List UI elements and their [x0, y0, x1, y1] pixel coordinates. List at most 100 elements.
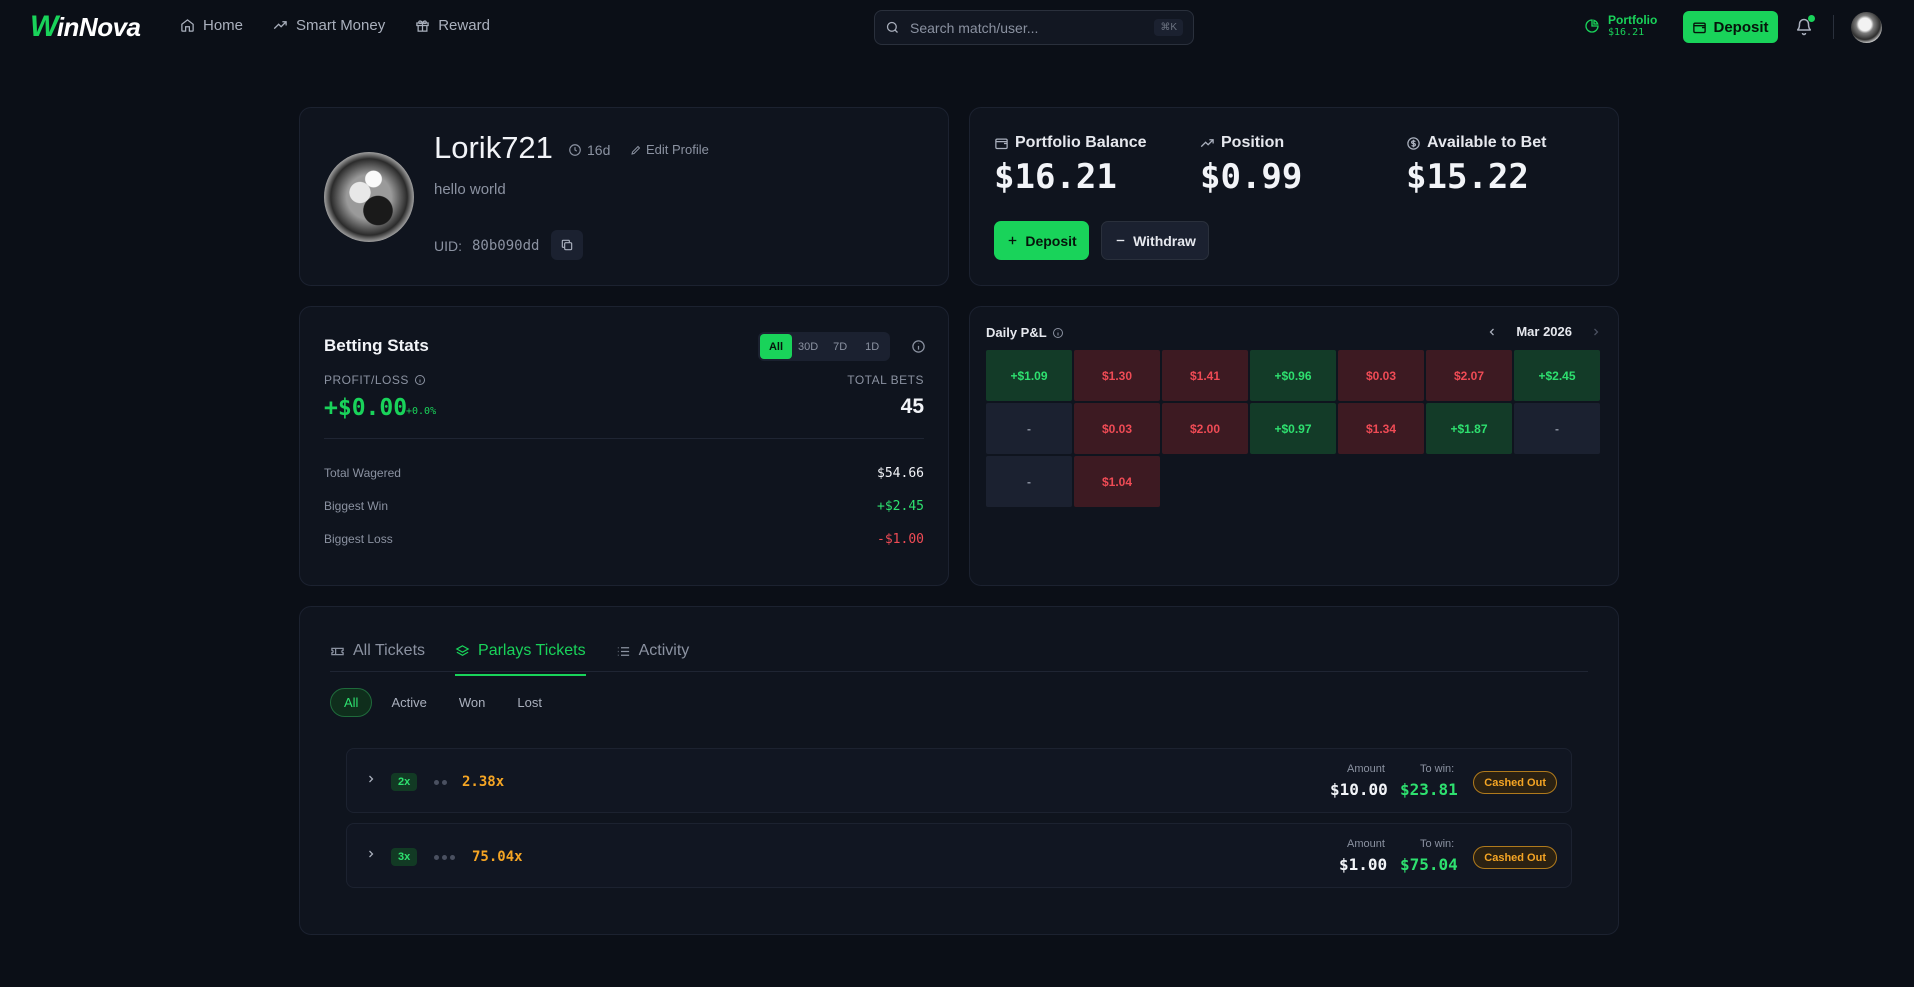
pnl-day-cell[interactable]: +$2.45	[1514, 350, 1600, 401]
pnl-day-cell[interactable]: +$0.97	[1250, 403, 1336, 454]
ticket-row[interactable]: 2x 2.38x Amount $10.00 To win: $23.81 Ca…	[346, 748, 1572, 813]
amount-value: $1.00	[1339, 855, 1388, 874]
wallet-icon	[995, 138, 1008, 149]
stat-value: $54.66	[877, 466, 924, 481]
filter-won[interactable]: Won	[458, 695, 486, 710]
leg-dot	[442, 855, 447, 860]
info-icon[interactable]	[1052, 327, 1064, 339]
nav-home[interactable]: Home	[180, 17, 243, 34]
filter-all[interactable]: All	[330, 688, 373, 717]
pnl-day-cell[interactable]: -	[1514, 403, 1600, 454]
layers-icon	[455, 644, 470, 656]
account-age-value: 16d	[587, 142, 611, 158]
nav-home-label: Home	[203, 17, 244, 34]
nav-smart-money-label: Smart Money	[296, 17, 386, 34]
divider	[324, 438, 924, 439]
bell-icon[interactable]	[1795, 18, 1813, 36]
position-value: $0.99	[1200, 157, 1303, 197]
pnl-day-cell[interactable]: $1.04	[1074, 456, 1160, 507]
nav-deposit-button[interactable]: Deposit	[1683, 11, 1778, 43]
daily-pnl-card: Daily P&L Mar 2026 +$1.09 $1.30 $1.41 +$0.9…	[969, 306, 1619, 586]
nav-links: Home Smart Money Reward	[180, 17, 490, 34]
stat-value: +$2.45	[877, 499, 924, 514]
nav-portfolio-label: Portfolio	[1608, 13, 1658, 27]
month-label: Mar 2026	[1516, 324, 1572, 339]
home-icon	[181, 19, 194, 32]
nav-reward[interactable]: Reward	[415, 17, 490, 34]
portfolio-balance: Portfolio Balance $16.21	[994, 134, 1147, 197]
tabs-divider	[330, 671, 1588, 672]
account-age: 16d	[568, 142, 610, 158]
chevron-right-icon[interactable]	[365, 773, 377, 785]
pnl-day-cell[interactable]: +$1.09	[986, 350, 1072, 401]
info-icon[interactable]	[911, 339, 926, 354]
tab-activity-label: Activity	[638, 642, 690, 659]
pnl-day-cell[interactable]: $2.00	[1162, 403, 1248, 454]
betting-stats-title: Betting Stats	[324, 336, 429, 355]
pnl-day-cell[interactable]: -	[986, 403, 1072, 454]
range-tab-30d[interactable]: 30D	[798, 340, 819, 353]
filter-active[interactable]: Active	[391, 695, 427, 710]
range-tab-7d[interactable]: 7D	[833, 340, 848, 353]
range-tab-1d[interactable]: 1D	[865, 340, 880, 353]
pie-chart-icon	[1585, 18, 1599, 33]
profit-loss-label: PROFIT/LOSS	[324, 373, 409, 387]
daily-pnl-title-wrap: Daily P&L	[986, 325, 1064, 340]
tab-parlays-tickets-label: Parlays Tickets	[478, 642, 586, 659]
available-to-bet: Available to Bet $15.22	[1406, 134, 1546, 197]
tickets-card: All Tickets Parlays Tickets Activity All…	[299, 606, 1619, 935]
chevron-right-icon[interactable]	[365, 848, 377, 860]
pnl-day-cell[interactable]: $1.34	[1338, 403, 1424, 454]
ticket-odds: 2.38x	[462, 774, 505, 790]
portfolio-balance-label: Portfolio Balance	[1015, 134, 1147, 151]
tab-parlays-tickets[interactable]: Parlays Tickets	[455, 632, 586, 676]
deposit-button[interactable]: Deposit	[994, 221, 1089, 260]
chevron-left-icon[interactable]	[1486, 326, 1498, 338]
legs-badge: 2x	[391, 773, 418, 791]
daily-pnl-title: Daily P&L	[986, 325, 1047, 340]
amount-value: $10.00	[1330, 780, 1388, 799]
stat-value: -$1.00	[877, 532, 924, 547]
ticket-row[interactable]: 3x 75.04x Amount $1.00 To win: $75.04 Ca…	[346, 823, 1572, 888]
search-input[interactable]	[910, 19, 1155, 36]
chevron-right-icon[interactable]	[1590, 326, 1602, 338]
tab-activity[interactable]: Activity	[616, 632, 690, 670]
nav-avatar[interactable]	[1851, 12, 1882, 43]
status-badge: Cashed Out	[1473, 771, 1557, 794]
ticket-icon	[331, 647, 344, 655]
profit-loss-label-wrap: PROFIT/LOSS	[324, 373, 426, 387]
logo-w: W	[30, 10, 58, 43]
search-box: ⌘K	[874, 10, 1194, 45]
pnl-day-cell[interactable]: $1.41	[1162, 350, 1248, 401]
range-tab-all[interactable]: All	[760, 334, 792, 359]
filter-lost[interactable]: Lost	[517, 695, 542, 710]
stat-label: Biggest Win	[324, 499, 389, 513]
leg-dot	[434, 855, 439, 860]
tab-all-tickets[interactable]: All Tickets	[330, 632, 425, 670]
nav-portfolio-value: $16.21	[1608, 27, 1645, 38]
nav-smart-money[interactable]: Smart Money	[273, 17, 385, 34]
pnl-day-cell[interactable]: $0.03	[1074, 403, 1160, 454]
pnl-day-cell[interactable]: +$1.87	[1426, 403, 1512, 454]
to-win-value: $23.81	[1400, 780, 1458, 799]
pnl-day-cell[interactable]: $0.03	[1338, 350, 1424, 401]
info-icon[interactable]	[414, 374, 426, 386]
gift-icon	[416, 20, 429, 32]
nav-portfolio[interactable]: Portfolio $16.21	[1584, 13, 1657, 38]
pencil-icon	[631, 145, 641, 155]
leg-dots	[434, 855, 455, 860]
betting-stats-card: Betting Stats All 30D 7D 1D PROFIT/LOSS …	[299, 306, 949, 586]
wallet-icon	[1693, 21, 1707, 33]
pnl-day-cell[interactable]: $2.07	[1426, 350, 1512, 401]
pnl-day-cell[interactable]: +$0.96	[1250, 350, 1336, 401]
deposit-label: Deposit	[1025, 232, 1077, 249]
pnl-day-cell[interactable]: $1.30	[1074, 350, 1160, 401]
withdraw-button[interactable]: Withdraw	[1101, 221, 1209, 260]
edit-profile-button[interactable]: Edit Profile	[630, 142, 709, 157]
to-win-label: To win:	[1420, 838, 1455, 850]
copy-uid-button[interactable]	[551, 230, 583, 260]
status-filters: All Active Won Lost	[330, 688, 555, 717]
profile-bio: hello world	[434, 181, 506, 198]
pnl-day-cell[interactable]: -	[986, 456, 1072, 507]
